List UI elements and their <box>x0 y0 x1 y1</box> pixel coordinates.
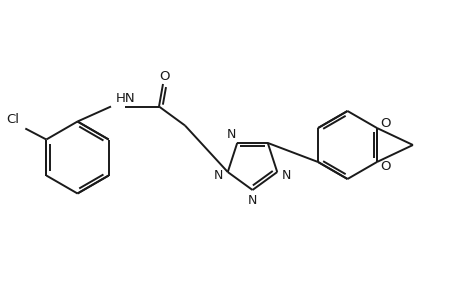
Text: HN: HN <box>115 92 135 104</box>
Text: Cl: Cl <box>6 112 19 125</box>
Text: N: N <box>281 169 291 182</box>
Text: O: O <box>158 70 169 83</box>
Text: O: O <box>379 117 390 130</box>
Text: N: N <box>247 194 257 206</box>
Text: O: O <box>379 160 390 173</box>
Text: N: N <box>226 128 235 141</box>
Text: N: N <box>213 169 223 182</box>
